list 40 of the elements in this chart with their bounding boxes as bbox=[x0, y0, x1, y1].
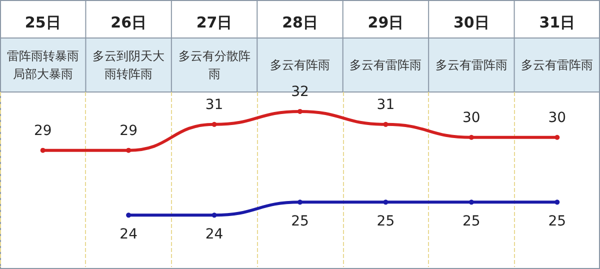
data-label: 30 bbox=[548, 110, 566, 126]
point bbox=[126, 148, 132, 153]
text: 多云有雷阵雨 bbox=[350, 58, 422, 72]
data-label: 25 bbox=[376, 214, 395, 230]
data-label: 31 bbox=[376, 96, 395, 113]
x-tick-label: 25日 bbox=[24, 14, 61, 32]
data-label: 32 bbox=[291, 84, 309, 100]
data-label: 29 bbox=[34, 122, 52, 139]
data-label: 31 bbox=[205, 96, 224, 113]
x-tick-label: 30日 bbox=[453, 14, 490, 32]
point bbox=[468, 200, 474, 205]
text: 多云有雷阵雨 bbox=[435, 58, 508, 72]
point bbox=[383, 122, 388, 127]
data-label: 24 bbox=[205, 226, 224, 243]
x-tick-label: 31日 bbox=[539, 14, 576, 32]
point bbox=[383, 200, 388, 205]
x-tick-label: 28日 bbox=[282, 14, 318, 32]
point bbox=[212, 122, 217, 127]
x-tick-label: 26日 bbox=[110, 14, 147, 32]
point bbox=[298, 108, 302, 114]
point bbox=[212, 212, 217, 218]
point bbox=[298, 200, 302, 205]
data-label: 25 bbox=[548, 214, 566, 230]
data-label: 29 bbox=[120, 122, 138, 139]
data-label: 24 bbox=[120, 226, 138, 243]
text: 多云有分散阵雨 bbox=[178, 49, 250, 81]
text: 多云到阴天大雨转阵雨 bbox=[92, 49, 165, 81]
text: 雷阵雨转暴雨局部大暴雨 bbox=[6, 49, 79, 81]
point bbox=[126, 212, 132, 218]
data-label: 25 bbox=[291, 214, 309, 230]
point bbox=[554, 200, 560, 205]
point bbox=[468, 134, 474, 140]
text: 多云有阵雨 bbox=[270, 58, 330, 72]
text: 多云有雷阵雨 bbox=[521, 58, 594, 72]
data-label: 25 bbox=[462, 214, 480, 230]
data-label: 30 bbox=[462, 110, 480, 126]
point bbox=[554, 134, 560, 140]
x-tick-label: 27日 bbox=[196, 14, 232, 32]
x-tick-label: 29日 bbox=[368, 14, 404, 32]
point bbox=[40, 148, 46, 153]
